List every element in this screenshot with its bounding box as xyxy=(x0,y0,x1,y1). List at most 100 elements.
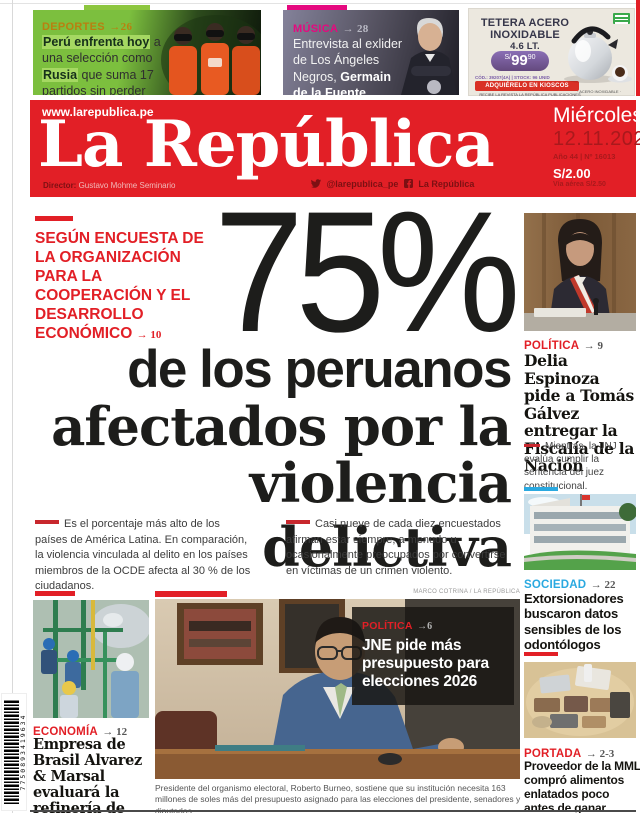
bottom-rule xyxy=(30,810,636,812)
scan-edge-top xyxy=(0,3,640,4)
twitter-handle: @larepublica_pe xyxy=(326,179,399,189)
facebook-icon xyxy=(403,179,413,188)
page-ref-sociedad: → 22 xyxy=(590,579,616,591)
teaser-musica-text: Entrevista al exlider de Los Ángeles Neg… xyxy=(293,36,405,95)
ad-title-line3: 4.6 LT. xyxy=(510,40,540,52)
newspaper-title: La República xyxy=(38,107,495,182)
masthead-air-price: Vía aérea S/2.50 xyxy=(553,181,606,188)
section-label-politica-center: POLÍTICA xyxy=(362,620,413,632)
lead-headline-serif-1: afectados por la xyxy=(51,396,512,458)
teaser-deportes-end: que suma 17 partidos sin perder xyxy=(42,67,154,96)
ad-price-main: 99 xyxy=(511,52,528,69)
teaser-musica-name: Germain de la Fuente xyxy=(293,69,391,96)
sidebar-item-portada: PORTADA → 2-3 xyxy=(524,744,614,762)
section-label-economia: ECONOMÍA xyxy=(33,726,98,738)
masthead-director: Director: Gustavo Mohme Seminario xyxy=(43,181,176,190)
teaser-musica-lead: Entrevista al exlider de Los Ángeles Neg… xyxy=(293,37,403,84)
sidebar-summary-espinoza-text: Mientras, la JNJ evalúa cumplir la sente… xyxy=(524,441,617,492)
section-label-politica: POLÍTICA xyxy=(524,340,580,352)
scan-edge-left xyxy=(12,0,13,813)
teaser-musica: MÚSICA → 28 Entrevista al exlider de Los… xyxy=(283,10,459,95)
page-ref-economia: → 12 xyxy=(102,726,128,738)
lead-summary-right-text: Casi nueve de cada diez encuestados afir… xyxy=(286,518,506,577)
photo-refineria-talara xyxy=(33,600,149,718)
ad-code-line: CÓD.: 39207(4A) | STOCK: 96 UNID xyxy=(475,75,550,80)
sidebar-headline-espinoza: Delia Espinoza pide a Tomás Gálvez entre… xyxy=(524,351,635,475)
sidebar-item-sociedad: SOCIEDAD → 22 xyxy=(524,575,616,593)
photo-delia-espinoza xyxy=(524,213,636,331)
page-ref-musica: → 28 xyxy=(342,23,369,35)
promo-ad-kettle: TETERA ACERO INOXIDABLE 4.6 LT. S/9990 C… xyxy=(468,8,635,97)
red-dash xyxy=(286,520,310,524)
red-dash xyxy=(35,216,73,221)
lead-summary-left-text: Es el porcentaje más alto de los países … xyxy=(35,518,251,593)
musica-singer-photo xyxy=(401,18,457,95)
photo-odontologos-building xyxy=(524,494,636,570)
masthead-price: S/2.00 xyxy=(553,166,591,181)
twitter-icon xyxy=(311,179,321,188)
ad-title: TETERA ACERO INOXIDABLE 4.6 LT. xyxy=(479,17,571,52)
red-dash xyxy=(35,520,59,524)
director-label: Director: xyxy=(43,181,77,190)
lead-summary-right: Casi nueve de cada diez encuestados afir… xyxy=(286,517,514,579)
ad-kettle-image xyxy=(564,26,632,83)
ad-price-currency: S/ xyxy=(504,54,512,61)
sidebar-headline-extorsion: Extorsionadores buscaron datos sensibles… xyxy=(524,591,624,652)
red-dash xyxy=(155,591,227,597)
photo-canned-food xyxy=(524,662,636,738)
center-story-caption: Presidente del organismo electoral, Robe… xyxy=(155,783,521,813)
ad-price-pill: S/9990 xyxy=(491,51,549,71)
teaser-deportes: DEPORTES →26 Perú enfrenta hoy a una sel… xyxy=(33,10,261,95)
lead-headline-serif-2: violencia delictiva xyxy=(249,451,512,579)
red-dash xyxy=(524,652,558,656)
lead-kicker: SEGÚN ENCUESTA DE LA ORGANIZACIÓN PARA L… xyxy=(35,216,221,343)
ad-cta-banner: ADQUIÉRELO EN KIOSCOS xyxy=(475,81,579,91)
ad-title-line1: TETERA ACERO xyxy=(480,17,570,29)
sidebar-headline-proveedor: Proveedor de la MML compró alimentos enl… xyxy=(524,759,640,813)
masthead-social: @larepublica_pe La República xyxy=(308,179,474,189)
facebook-name: La República xyxy=(418,179,475,189)
section-label-portada: PORTADA xyxy=(524,748,582,760)
ad-price-cents: 90 xyxy=(527,54,536,61)
economia-headline: Empresa de Brasil Alvarez & Marsal evalu… xyxy=(33,736,142,813)
section-label-deportes: DEPORTES xyxy=(42,21,105,33)
masthead-date-block: Miércoles 12.11.2025 Año 44 | Nº 16013 S… xyxy=(553,104,640,188)
lead-headline-bold: de los peruanos xyxy=(127,340,512,399)
lead-kicker-text: SEGÚN ENCUESTA DE LA ORGANIZACIÓN PARA L… xyxy=(35,230,204,342)
page-ref-politica: → 9 xyxy=(583,340,603,352)
photo-credit: MARCO COTRINA / LA REPÚBLICA xyxy=(413,589,520,595)
masthead: www.larepublica.pe La República Director… xyxy=(30,100,640,197)
blue-dash xyxy=(524,487,558,491)
teaser-deportes-highlight-1: Perú enfrenta hoy xyxy=(42,35,151,49)
economia-section: ECONOMÍA → 12 xyxy=(33,722,127,740)
sidebar-item-politica: POLÍTICA → 9 xyxy=(524,336,603,354)
masthead-day: Miércoles xyxy=(553,104,640,127)
musica-color-tab xyxy=(287,5,347,10)
ad-brand-badge xyxy=(613,13,630,24)
center-story-overlay: POLÍTICA →6 JNE pide más presupuesto par… xyxy=(352,607,514,705)
page-ref-deportes: →26 xyxy=(109,21,133,33)
center-story-headline: JNE pide más presupuesto para elecciones… xyxy=(362,637,489,690)
lead-summary-left: Es el porcentaje más alto de los países … xyxy=(35,517,255,595)
page-edge-red-strip xyxy=(636,0,640,96)
masthead-edition: Año 44 | Nº 16013 xyxy=(553,152,616,161)
section-label-musica: MÚSICA xyxy=(293,23,339,35)
barcode: 7750893419634 xyxy=(1,693,27,811)
barcode-bars xyxy=(4,700,19,804)
sidebar-summary-espinoza: Mientras, la JNJ evalúa cumplir la sente… xyxy=(524,440,636,493)
page-ref-politica-center: →6 xyxy=(417,621,433,632)
ad-cta-subline: RECIBE LA REVISTA LA REPÚBLICA PUBLICACI… xyxy=(479,92,581,97)
teaser-deportes-mid: a una selección como xyxy=(42,35,161,66)
section-label-sociedad: SOCIEDAD xyxy=(524,579,587,591)
barcode-number: 7750893419634 xyxy=(19,713,27,791)
deportes-color-tab xyxy=(84,5,150,10)
ad-title-line2: INOXIDABLE xyxy=(490,29,560,42)
lead-kicker-page: → 10 xyxy=(136,328,162,341)
teaser-deportes-highlight-2: Rusia xyxy=(42,67,79,82)
red-dash xyxy=(35,591,75,596)
deportes-players-photo xyxy=(161,15,261,95)
lead-headline-number: 75% xyxy=(214,176,521,368)
ad-product-label: · ACERO INOXIDABLE · xyxy=(576,89,621,94)
teaser-deportes-text: Perú enfrenta hoy a una selección como R… xyxy=(42,34,184,95)
